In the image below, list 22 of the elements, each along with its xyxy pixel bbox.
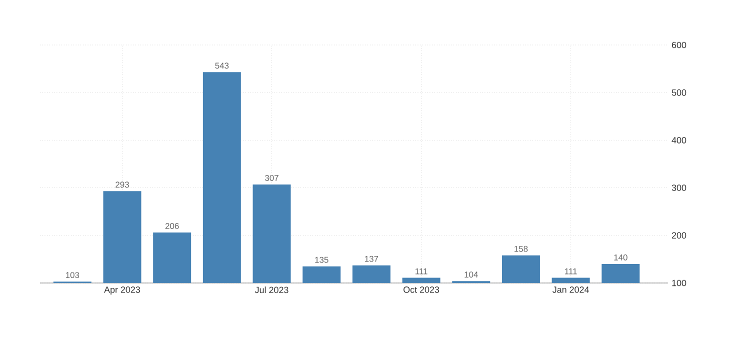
data-label: 307 — [265, 174, 278, 181]
data-label: 135 — [315, 256, 328, 263]
y-tick-label: 400 — [672, 137, 686, 144]
x-tick-label: Apr 2023 — [104, 286, 140, 295]
data-label: 293 — [116, 182, 129, 188]
y-tick-label: 200 — [672, 232, 686, 239]
data-label: 543 — [215, 62, 229, 69]
x-tick-label: Jul 2023 — [254, 286, 288, 294]
data-label: 111 — [565, 268, 577, 274]
data-label: 140 — [614, 254, 628, 260]
data-label: 111 — [415, 268, 428, 274]
data-label: 137 — [365, 256, 378, 262]
y-tick-label: 100 — [672, 280, 686, 286]
data-label: 158 — [514, 246, 528, 252]
data-label: 206 — [165, 223, 179, 230]
y-tick-label: 600 — [672, 42, 686, 48]
x-tick-label: Jan 2024 — [552, 286, 589, 293]
y-tick-label: 500 — [672, 89, 686, 96]
data-label: 103 — [66, 272, 80, 278]
x-tick-label: Oct 2023 — [404, 286, 440, 293]
y-tick-label: 300 — [672, 184, 686, 191]
data-label: 104 — [464, 272, 478, 278]
